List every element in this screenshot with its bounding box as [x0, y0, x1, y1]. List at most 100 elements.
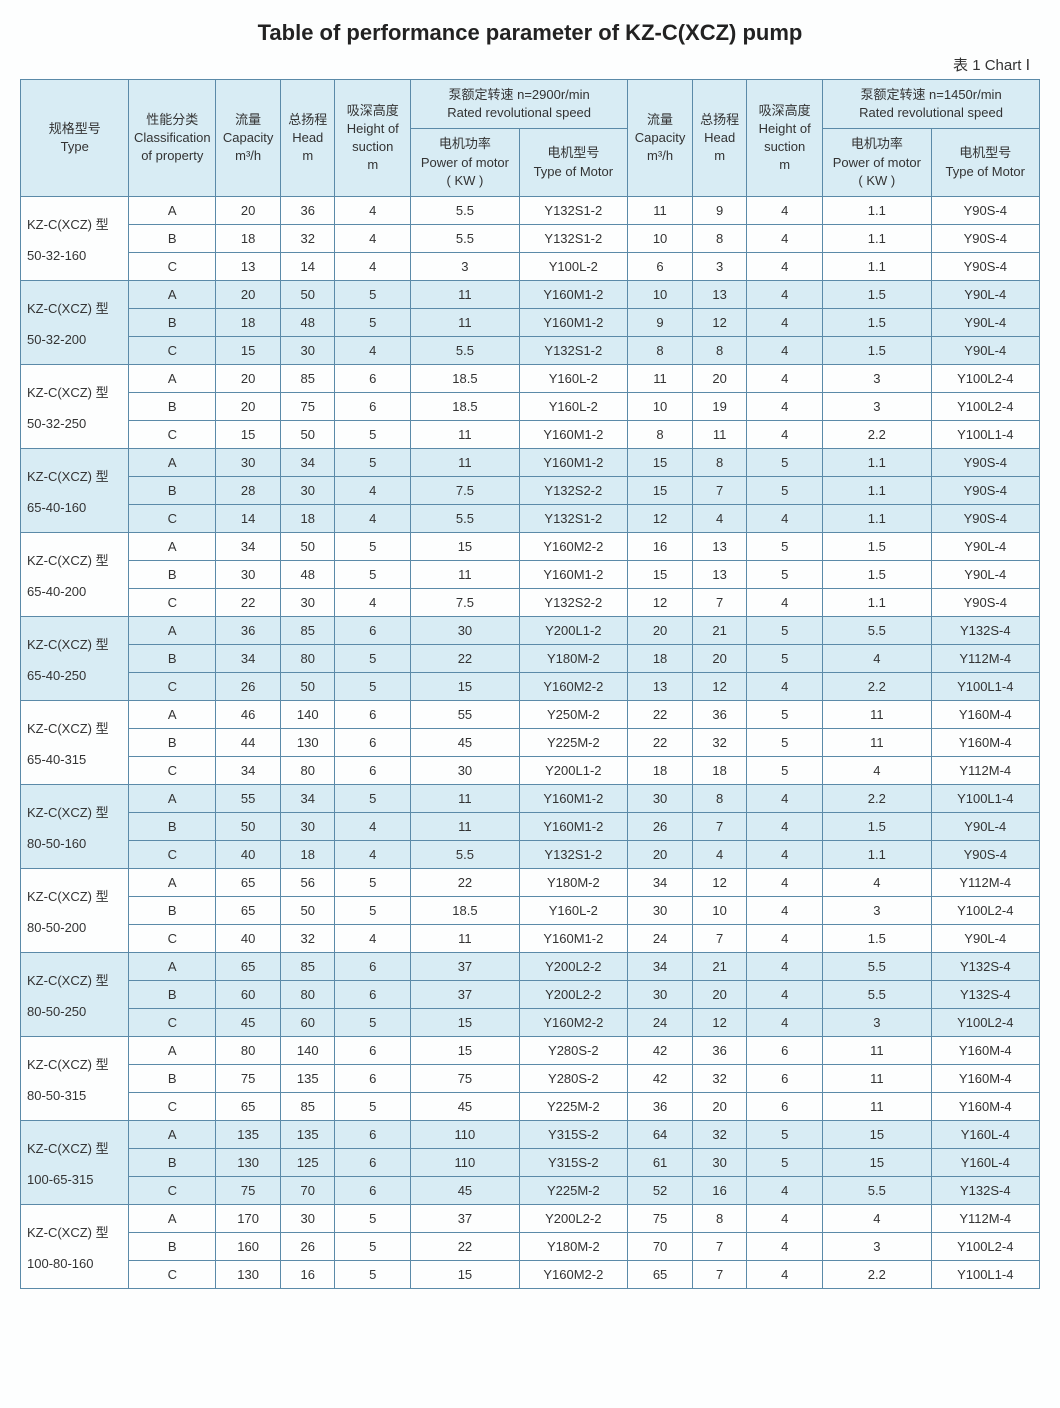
table-row: KZ-C(XCZ) 型80-50-160A5534511Y160M1-23084… — [21, 784, 1040, 812]
value-cell: 1.5 — [823, 560, 931, 588]
value-cell: 18 — [693, 756, 747, 784]
value-cell: Y112M-4 — [931, 868, 1039, 896]
value-cell: Y100L2-4 — [931, 392, 1039, 420]
value-cell: 60 — [216, 980, 281, 1008]
value-cell: 4 — [747, 784, 823, 812]
table-row: C13016515Y160M2-265742.2Y100L1-4 — [21, 1260, 1040, 1288]
value-cell: Y160M-4 — [931, 1064, 1039, 1092]
value-cell: Y132S-4 — [931, 1176, 1039, 1204]
value-cell: Y132S1-2 — [519, 336, 627, 364]
th-head1: 总扬程Headm — [281, 80, 335, 197]
value-cell: 15 — [216, 420, 281, 448]
value-cell: Y160M1-2 — [519, 308, 627, 336]
value-cell: 50 — [281, 672, 335, 700]
value-cell: 85 — [281, 616, 335, 644]
value-cell: 52 — [628, 1176, 693, 1204]
value-cell: 9 — [693, 196, 747, 224]
th-type: 规格型号Type — [21, 80, 129, 197]
class-cell: A — [129, 448, 216, 476]
value-cell: 42 — [628, 1064, 693, 1092]
chart-label: 表 1 Chart Ⅰ — [20, 54, 1040, 75]
value-cell: Y160L-2 — [519, 896, 627, 924]
value-cell: 12 — [628, 588, 693, 616]
class-cell: A — [129, 196, 216, 224]
value-cell: Y225M-2 — [519, 1092, 627, 1120]
table-row: B44130645Y225M-22232511Y160M-4 — [21, 728, 1040, 756]
value-cell: Y100L2-4 — [931, 896, 1039, 924]
value-cell: 65 — [628, 1260, 693, 1288]
value-cell: 11 — [823, 1036, 931, 1064]
th-cap2: 流量Capacitym³/h — [628, 80, 693, 197]
value-cell: 80 — [281, 980, 335, 1008]
value-cell: Y315S-2 — [519, 1148, 627, 1176]
value-cell: 4 — [747, 280, 823, 308]
value-cell: Y132S-4 — [931, 980, 1039, 1008]
value-cell: 5 — [747, 616, 823, 644]
value-cell: 70 — [628, 1232, 693, 1260]
value-cell: 19 — [693, 392, 747, 420]
value-cell: 18 — [281, 504, 335, 532]
value-cell: 80 — [281, 756, 335, 784]
type-cell: KZ-C(XCZ) 型65-40-200 — [21, 532, 129, 616]
value-cell: 130 — [216, 1260, 281, 1288]
value-cell: 5.5 — [411, 196, 519, 224]
value-cell: 30 — [281, 588, 335, 616]
value-cell: 21 — [693, 952, 747, 980]
value-cell: 7.5 — [411, 588, 519, 616]
value-cell: 13 — [216, 252, 281, 280]
value-cell: 1.5 — [823, 812, 931, 840]
value-cell: 34 — [281, 784, 335, 812]
value-cell: 65 — [216, 1092, 281, 1120]
value-cell: Y160M1-2 — [519, 420, 627, 448]
table-row: C4032411Y160M1-224741.5Y90L-4 — [21, 924, 1040, 952]
value-cell: 160 — [216, 1232, 281, 1260]
value-cell: 3 — [823, 392, 931, 420]
value-cell: 20 — [216, 392, 281, 420]
value-cell: Y90L-4 — [931, 336, 1039, 364]
th-group1: 泵额定转速 n=2900r/minRated revolutional spee… — [411, 80, 628, 129]
class-cell: C — [129, 840, 216, 868]
value-cell: 7 — [693, 1232, 747, 1260]
value-cell: 1.1 — [823, 840, 931, 868]
table-row: C141845.5Y132S1-212441.1Y90S-4 — [21, 504, 1040, 532]
value-cell: 9 — [628, 308, 693, 336]
table-row: B6080637Y200L2-2302045.5Y132S-4 — [21, 980, 1040, 1008]
value-cell: Y90S-4 — [931, 476, 1039, 504]
value-cell: 1.1 — [823, 476, 931, 504]
value-cell: Y100L1-4 — [931, 420, 1039, 448]
type-cell: KZ-C(XCZ) 型50-32-160 — [21, 196, 129, 280]
value-cell: 24 — [628, 1008, 693, 1036]
value-cell: Y160L-4 — [931, 1148, 1039, 1176]
value-cell: 75 — [411, 1064, 519, 1092]
value-cell: 21 — [693, 616, 747, 644]
value-cell: Y160M2-2 — [519, 1260, 627, 1288]
value-cell: 8 — [693, 1204, 747, 1232]
class-cell: B — [129, 1232, 216, 1260]
type-cell: KZ-C(XCZ) 型100-65-315 — [21, 1120, 129, 1204]
value-cell: 20 — [693, 980, 747, 1008]
value-cell: 5 — [747, 448, 823, 476]
class-cell: C — [129, 504, 216, 532]
value-cell: 32 — [693, 1064, 747, 1092]
class-cell: B — [129, 812, 216, 840]
value-cell: 36 — [693, 700, 747, 728]
value-cell: 5.5 — [411, 504, 519, 532]
value-cell: Y100L2-4 — [931, 1232, 1039, 1260]
class-cell: B — [129, 644, 216, 672]
value-cell: 56 — [281, 868, 335, 896]
value-cell: 22 — [628, 728, 693, 756]
table-row: KZ-C(XCZ) 型50-32-160A203645.5Y132S1-2119… — [21, 196, 1040, 224]
table-row: KZ-C(XCZ) 型50-32-200A2050511Y160M1-21013… — [21, 280, 1040, 308]
value-cell: 2.2 — [823, 672, 931, 700]
value-cell: 1.5 — [823, 280, 931, 308]
table-row: B3480522Y180M-2182054Y112M-4 — [21, 644, 1040, 672]
table-row: KZ-C(XCZ) 型80-50-200A6556522Y180M-234124… — [21, 868, 1040, 896]
value-cell: 1.5 — [823, 924, 931, 952]
value-cell: 15 — [411, 1260, 519, 1288]
value-cell: 80 — [216, 1036, 281, 1064]
table-row: B183245.5Y132S1-210841.1Y90S-4 — [21, 224, 1040, 252]
value-cell: Y90L-4 — [931, 280, 1039, 308]
value-cell: 5 — [335, 560, 411, 588]
value-cell: 11 — [411, 420, 519, 448]
value-cell: 5 — [747, 532, 823, 560]
